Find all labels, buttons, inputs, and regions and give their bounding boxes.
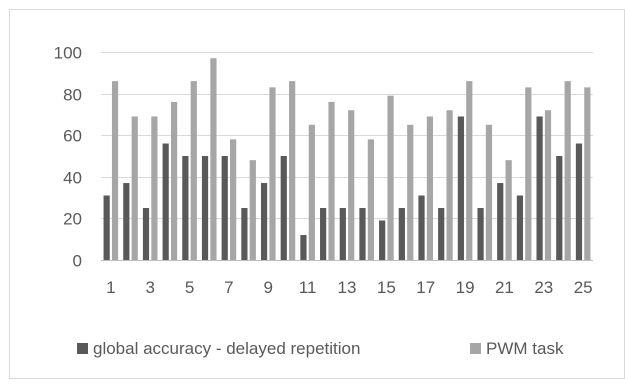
x-tick-label: 23 xyxy=(534,278,553,297)
bar-series-1-category-7 xyxy=(221,156,228,260)
y-tick-label: 80 xyxy=(63,86,82,105)
x-tick-label: 11 xyxy=(299,278,317,297)
x-tick-label: 1 xyxy=(106,278,115,297)
y-tick-label: 60 xyxy=(63,127,82,146)
bar-series-2-category-21 xyxy=(505,160,512,260)
bar-series-1-category-19 xyxy=(457,116,464,260)
bar-series-2-category-22 xyxy=(525,87,532,260)
bar-series-2-category-1 xyxy=(111,81,119,261)
bar-series-2-category-24 xyxy=(564,81,571,261)
bar-series-2-category-7 xyxy=(230,139,237,260)
legend-label-series-2: PWM task xyxy=(486,339,564,358)
x-tick-label: 5 xyxy=(185,278,194,297)
bar-series-1-category-13 xyxy=(339,208,346,260)
bar-series-1-category-24 xyxy=(556,156,563,260)
chart-border xyxy=(9,9,625,379)
bar-series-1-category-18 xyxy=(438,208,445,260)
x-tick-label: 15 xyxy=(377,278,396,297)
bar-series-2-category-2 xyxy=(131,116,138,260)
bar-series-1-category-21 xyxy=(497,183,504,260)
bar-series-2-category-12 xyxy=(328,101,335,260)
bar-series-1-category-8 xyxy=(241,208,248,260)
x-tick-label: 9 xyxy=(264,278,273,297)
bar-series-2-category-20 xyxy=(485,124,493,260)
x-tick-label: 17 xyxy=(416,278,435,297)
x-tick-label: 21 xyxy=(495,278,514,297)
x-tick-label: 13 xyxy=(338,278,357,297)
x-axis-tick-labels: 1 3 5 7 9 11 13 15 17 19 21 23 25 xyxy=(106,278,593,297)
bar-series-2-category-18 xyxy=(446,110,453,261)
bar-series-1-category-1 xyxy=(103,195,110,260)
legend-label-series-1: global accuracy - delayed repetition xyxy=(93,339,360,358)
bar-series-1-category-2 xyxy=(123,183,130,260)
bar-series-1-category-12 xyxy=(320,208,327,260)
bar-series-2-category-11 xyxy=(308,124,315,260)
bar-series-1-category-22 xyxy=(516,195,524,260)
bar-series-2-category-4 xyxy=(170,101,178,260)
bar-series-1-category-3 xyxy=(142,208,150,260)
bar-series-2-category-9 xyxy=(269,87,276,260)
bar-series-1-category-14 xyxy=(359,208,366,260)
y-tick-label: 100 xyxy=(54,44,82,63)
bar-series-2-category-13 xyxy=(348,110,355,261)
bar-series-1-category-25 xyxy=(575,143,583,260)
y-tick-label: 0 xyxy=(73,252,82,271)
bar-series-1-category-11 xyxy=(300,235,307,260)
y-axis-tick-labels: 0 20 40 60 80 100 xyxy=(54,44,82,271)
x-tick-label: 25 xyxy=(574,278,593,297)
bar-series-1-category-15 xyxy=(379,220,386,260)
bar-series-1-category-6 xyxy=(201,156,209,260)
bar-series-2-category-15 xyxy=(387,95,394,261)
bar-series-2-category-16 xyxy=(407,124,414,260)
bar-series-1-category-23 xyxy=(536,116,543,260)
bar-series-1-category-9 xyxy=(260,183,268,260)
bar-series-1-category-17 xyxy=(418,195,425,260)
bar-series-1-category-20 xyxy=(477,208,484,260)
bar-series-2-category-5 xyxy=(190,81,197,261)
bars xyxy=(103,58,591,261)
legend-swatch-series-1 xyxy=(77,343,88,354)
bar-series-2-category-3 xyxy=(151,116,158,260)
bar-series-1-category-4 xyxy=(162,143,169,260)
y-tick-label: 20 xyxy=(63,210,82,229)
bar-series-2-category-14 xyxy=(367,139,374,260)
bar-series-2-category-8 xyxy=(249,160,256,260)
legend-swatch-series-2 xyxy=(470,343,481,354)
x-tick-label: 3 xyxy=(145,278,154,297)
bar-series-2-category-19 xyxy=(466,81,473,261)
x-tick-label: 19 xyxy=(456,278,475,297)
bar-series-2-category-6 xyxy=(210,58,217,260)
x-tick-label: 7 xyxy=(224,278,233,297)
bar-series-2-category-25 xyxy=(584,87,591,260)
legend: global accuracy - delayed repetition PWM … xyxy=(77,339,564,358)
bar-series-2-category-17 xyxy=(426,116,434,260)
bar-series-2-category-10 xyxy=(289,81,296,261)
bar-series-1-category-5 xyxy=(182,156,189,260)
bar-series-1-category-16 xyxy=(398,208,405,260)
y-tick-label: 40 xyxy=(63,169,82,188)
bar-series-1-category-10 xyxy=(280,156,287,260)
bar-series-2-category-23 xyxy=(544,110,552,261)
